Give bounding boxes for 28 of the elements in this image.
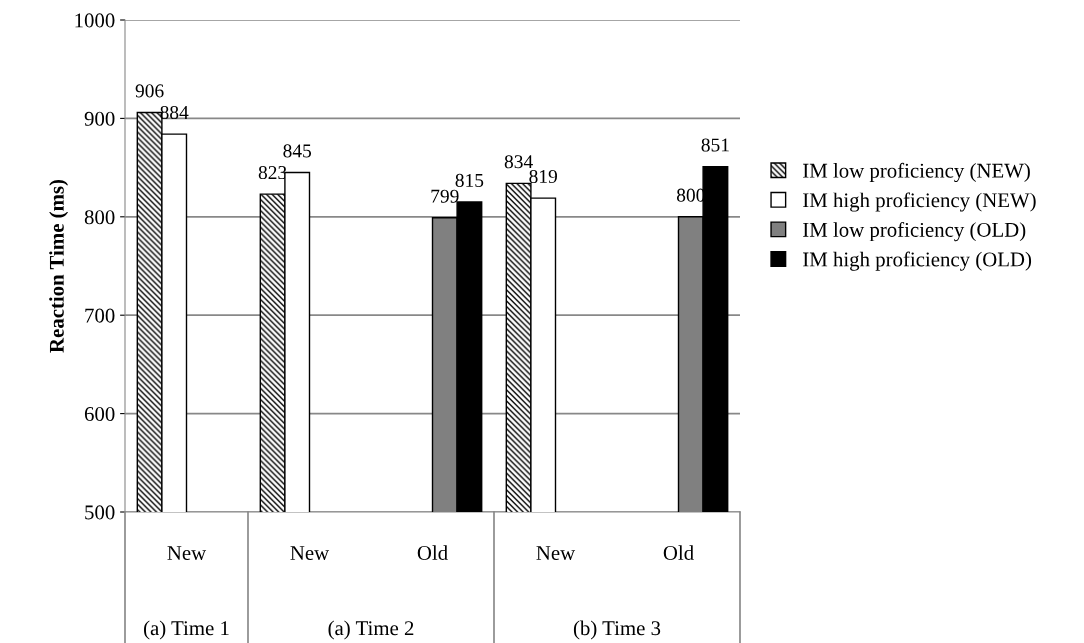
- data-label: 845: [283, 144, 312, 158]
- legend-label: IM low proficiency (NEW): [803, 162, 1030, 183]
- legend-label: IM low proficiency (OLD): [803, 222, 1026, 242]
- y-tick-label: 800: [84, 210, 115, 225]
- x-tick-label: New: [167, 546, 207, 560]
- legend-label: IM high proficiency (OLD): [803, 251, 1032, 271]
- text: (b) Time 3: [573, 620, 661, 640]
- y-tick-label: 700: [85, 308, 115, 323]
- data-label: 851: [701, 138, 729, 152]
- y-axis-title: Reaction Time (ms): [49, 179, 69, 353]
- y-tick-label: 600: [84, 406, 115, 422]
- data-label: 823: [258, 165, 287, 180]
- data-label: 819: [529, 169, 557, 184]
- x-tick-label: New: [290, 546, 330, 560]
- legend-label: IM high proficiency (NEW): [803, 192, 1036, 212]
- data-label: 834: [504, 155, 533, 169]
- data-label: 799: [431, 189, 459, 203]
- x-tick-label: New: [536, 546, 576, 560]
- data-label: 906: [135, 84, 164, 98]
- x-tick-label: Old: [417, 545, 448, 560]
- y-tick-label: 1000: [75, 13, 115, 28]
- x-tick-label: Old: [663, 545, 694, 560]
- text: (a) Time 2: [328, 620, 414, 640]
- text: (a) Time 1: [144, 620, 229, 640]
- y-tick-label: 500: [85, 505, 115, 520]
- y-tick-label: 900: [84, 111, 115, 126]
- data-label: 884: [160, 105, 189, 120]
- data-label: 815: [455, 173, 484, 187]
